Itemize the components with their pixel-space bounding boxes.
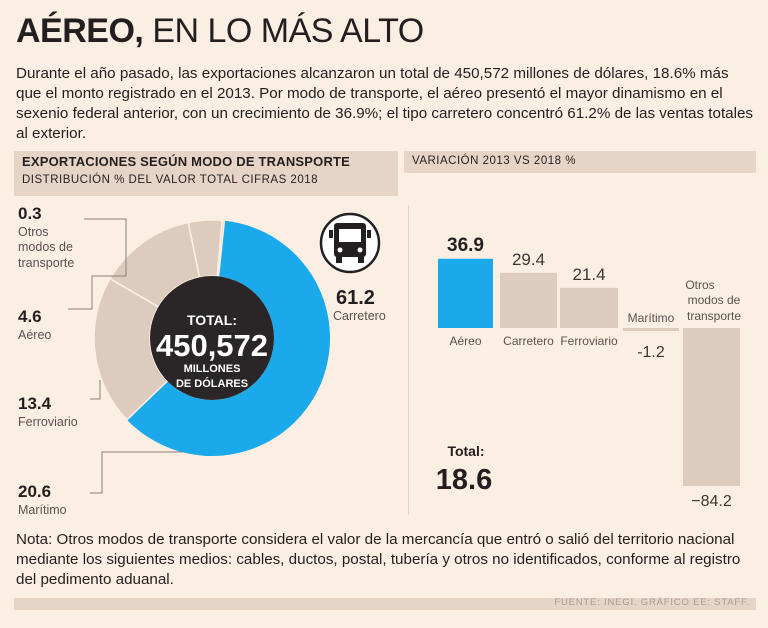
bar-panel-title: VARIACIÓN 2013 VS 2018 % — [412, 155, 576, 167]
bar-otros-modos-de-transporte — [683, 328, 740, 486]
bar-category-maritimo: Marítimo — [628, 311, 675, 325]
bar-otros-label-line1: Otros — [685, 278, 714, 292]
bar-value-aereo: 36.9 — [447, 235, 484, 256]
bar-total-label: Total: — [447, 443, 484, 459]
title-bold: AÉREO, — [16, 12, 144, 50]
footnote: Nota: Otros modos de transporte consider… — [16, 531, 741, 588]
bar-maritimo — [623, 328, 679, 331]
donut-center-line1: TOTAL: — [187, 312, 237, 328]
source-credit: FUENTE: INEGI. GRÁFICO EE: STAFF. — [554, 597, 750, 608]
bar-ferroviario — [560, 287, 618, 328]
legend-otros-line3: transporte — [18, 256, 74, 270]
legend-aereo-name: Aéreo — [18, 328, 51, 342]
donut-center-disc — [150, 276, 274, 400]
legend-otros-line2: modos de — [18, 240, 73, 254]
donut-center-line2: MILLONES — [184, 363, 241, 375]
donut-chart — [93, 219, 331, 456]
legend-carretero-name: Carretero — [333, 309, 386, 323]
bar-panel-header — [404, 151, 756, 173]
leader-ferroviario — [90, 380, 101, 400]
leader-maritimo — [90, 451, 182, 494]
donut-leader-lines — [68, 218, 182, 494]
bar-value-maritimo: -1.2 — [637, 344, 665, 361]
bar-category-aereo: Aéreo — [449, 334, 481, 348]
donut-panel-title: EXPORTACIONES SEGÚN MODO DE TRANSPORTE — [22, 154, 351, 169]
donut-slice-carretero — [126, 220, 331, 456]
leader-aereo — [68, 275, 126, 310]
source-band — [14, 598, 756, 610]
legend-carretero-value: 61.2 — [336, 287, 375, 309]
bar-value-carretero: 29.4 — [512, 250, 545, 269]
donut-panel-subtitle: DISTRIBUCIÓN % DEL VALOR TOTAL CIFRAS 20… — [22, 174, 319, 186]
page-title: AÉREO, EN LO MÁS ALTO — [16, 12, 424, 51]
bar-total-value: 18.6 — [436, 464, 492, 496]
bar-carretero — [500, 272, 557, 328]
legend-aereo-value: 4.6 — [18, 307, 42, 326]
bar-category-carretero: Carretero — [503, 334, 554, 348]
legend-ferroviario-name: Ferroviario — [18, 415, 78, 429]
legend-maritimo-name: Marítimo — [18, 503, 67, 517]
bar-value-otros-modos-de-transporte: −84.2 — [691, 493, 732, 510]
bar-chart: 36.9 Aéreo 29.4 Carretero 21.4 Ferroviario -1.… — [438, 235, 740, 510]
legend-ferroviario-value: 13.4 — [18, 394, 52, 413]
panel-divider — [408, 205, 409, 515]
legend-otros-line1: Otros — [18, 225, 49, 239]
title-rest: EN LO MÁS ALTO — [152, 12, 424, 50]
legend-otros-value: 0.3 — [18, 204, 42, 223]
bar-otros-label-line2: modos de — [688, 293, 741, 307]
intro-paragraph: Durante el año pasado, las exportaciones… — [16, 65, 754, 142]
legend-maritimo-value: 20.6 — [18, 482, 51, 501]
leader-otros — [84, 218, 127, 276]
bar-otros-label-line3: transporte — [687, 309, 741, 323]
bar-aereo — [438, 258, 493, 328]
truck-icon — [319, 212, 381, 274]
donut-panel-header — [14, 151, 398, 196]
donut-center-value: 450,572 — [156, 328, 268, 363]
bar-value-ferroviario: 21.4 — [572, 265, 605, 284]
donut-center-line3: DE DÓLARES — [176, 377, 248, 390]
bar-category-ferroviario: Ferroviario — [560, 334, 618, 348]
